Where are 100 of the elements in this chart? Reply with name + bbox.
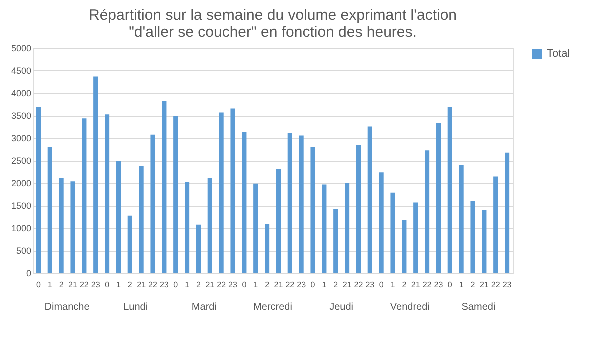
bar: [174, 116, 178, 273]
y-tick-label: 3500: [11, 111, 32, 121]
bar: [436, 123, 441, 273]
x-tick-label: 23: [297, 280, 307, 290]
bar: [276, 170, 281, 273]
x-tick-label: 23: [160, 280, 170, 290]
bar: [94, 76, 98, 273]
x-tick-label: 21: [480, 280, 490, 290]
x-tick-label: 21: [206, 280, 216, 290]
y-tick-label: 2000: [11, 178, 32, 188]
x-tick-label: 21: [137, 280, 147, 290]
bar: [242, 132, 247, 273]
y-tick-label: 5000: [11, 44, 32, 54]
bar: [150, 134, 156, 273]
bar: [70, 182, 76, 273]
y-tick-label: 0: [26, 268, 32, 278]
bar: [128, 216, 132, 273]
x-tick-label: 2: [196, 280, 202, 290]
bar: [390, 192, 396, 273]
bar: [48, 147, 52, 273]
bar: [36, 107, 41, 273]
text: Samedi: [462, 302, 496, 313]
bar: [448, 107, 452, 273]
bar: [299, 136, 304, 273]
x-tick-label: 2: [59, 280, 64, 290]
bar: [230, 108, 236, 273]
x-tick-label: 22: [286, 280, 296, 290]
bar: [105, 114, 110, 273]
x-tick-label: 1: [322, 280, 328, 290]
text: Mardi: [192, 302, 217, 313]
x-tick-label: 2: [334, 280, 339, 290]
x-tick-label: 1: [48, 280, 53, 290]
text: Répartition sur la semaine du volume exprimant l'action: [88, 7, 458, 24]
y-tick-label: 4000: [11, 88, 32, 98]
x-tick-label: 22: [354, 280, 364, 290]
bar: [265, 224, 270, 273]
x-tick-label: 22: [148, 280, 158, 290]
legend-label: Total: [547, 48, 570, 60]
bar: [459, 165, 464, 273]
x-tick-label: 0: [174, 280, 179, 290]
bar: [310, 147, 316, 273]
bar: [494, 176, 498, 273]
bar: [196, 224, 201, 273]
x-tick-label: 0: [36, 280, 42, 290]
x-tick-label: 22: [491, 280, 501, 290]
y-tick-label: 3000: [11, 134, 32, 144]
x-tick-label: 21: [411, 280, 421, 290]
text: Vendredi: [390, 302, 430, 313]
x-tick-label: 1: [116, 280, 122, 290]
x-tick-label: 1: [459, 280, 464, 290]
bar: [482, 210, 487, 273]
text: "d'aller se coucher" en fonction des heures.: [129, 24, 417, 41]
x-tick-label: 1: [254, 280, 259, 290]
x-tick-label: 0: [310, 280, 316, 290]
bar: [185, 182, 190, 273]
bar: [254, 184, 258, 273]
x-tick-label: 1: [390, 280, 396, 290]
y-tick-label: 2500: [11, 156, 32, 166]
x-tick-label: 22: [217, 280, 227, 290]
y-tick-label: 500: [16, 246, 32, 256]
bar: [59, 178, 64, 273]
bar: [162, 102, 167, 273]
bar: [208, 178, 212, 273]
text: Jeudi: [330, 302, 354, 313]
x-tick-label: 1: [185, 280, 190, 290]
x-tick-label: 21: [274, 280, 284, 290]
text: Mercredi: [254, 302, 292, 313]
bar: [505, 152, 510, 273]
x-tick-label: 23: [366, 280, 376, 290]
text: Lundi: [124, 302, 148, 313]
x-tick-label: 22: [422, 280, 432, 290]
bar: [414, 202, 418, 273]
y-tick-label: 1000: [11, 224, 32, 234]
bar: [402, 220, 407, 273]
bar: [288, 134, 292, 273]
x-tick-label: 0: [379, 280, 384, 290]
text: Dimanche: [44, 302, 90, 313]
x-tick-label: 0: [448, 280, 453, 290]
x-tick-label: 2: [265, 280, 270, 290]
x-tick-label: 2: [402, 280, 408, 290]
x-tick-label: 21: [342, 280, 352, 290]
bar: [356, 145, 361, 273]
y-tick-label: 4500: [11, 66, 32, 76]
bar: [334, 209, 338, 273]
bar: [116, 161, 121, 273]
x-tick-label: 0: [242, 280, 248, 290]
bar: [345, 183, 350, 273]
x-tick-label: 21: [68, 280, 78, 290]
x-tick-label: 23: [228, 280, 238, 290]
bar: [379, 172, 384, 273]
x-tick-label: 22: [80, 280, 90, 290]
bar: [139, 166, 144, 273]
x-tick-label: 2: [128, 280, 133, 290]
y-tick-label: 1500: [11, 201, 32, 211]
x-tick-label: 23: [434, 280, 444, 290]
x-tick-label: 23: [91, 280, 101, 290]
bar: [322, 184, 327, 273]
bar: [368, 126, 372, 273]
bar: [470, 201, 476, 273]
bar: [82, 118, 87, 273]
